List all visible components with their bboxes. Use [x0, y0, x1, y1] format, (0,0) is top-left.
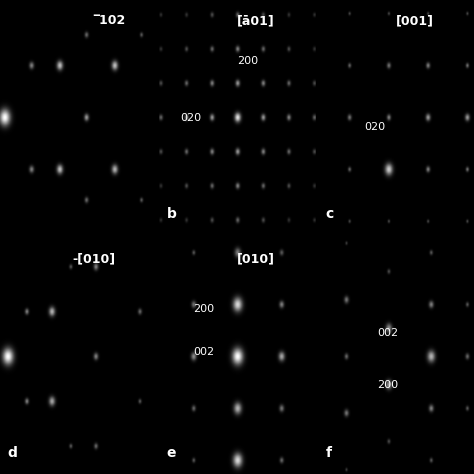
Text: 002: 002	[193, 346, 214, 356]
Text: f: f	[325, 446, 331, 460]
Text: -[010]: -[010]	[73, 253, 116, 266]
Text: d: d	[8, 446, 18, 460]
Text: c: c	[325, 207, 334, 221]
Text: 200: 200	[193, 304, 214, 314]
Text: 020: 020	[181, 113, 202, 123]
Text: [ā01]: [ā01]	[237, 14, 274, 27]
Text: 200: 200	[377, 380, 398, 390]
Text: [001]: [001]	[396, 14, 434, 27]
Text: [010]: [010]	[237, 253, 275, 266]
Text: 020: 020	[365, 122, 386, 132]
Text: e: e	[166, 446, 176, 460]
Text: 002: 002	[377, 328, 398, 338]
Text: 200: 200	[237, 56, 258, 66]
Text: ̅102: ̅102	[100, 14, 126, 27]
Text: b: b	[166, 207, 176, 221]
